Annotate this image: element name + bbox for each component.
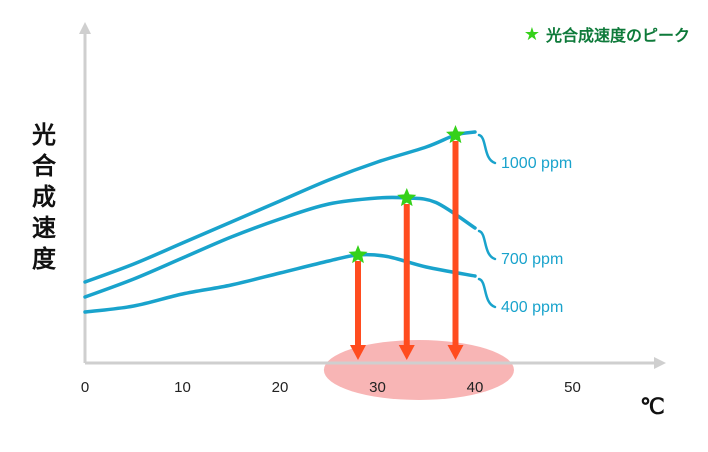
series-line-1 (83, 130, 477, 284)
series-callout-3 (477, 277, 497, 309)
legend-label: 光合成速度のピーク (545, 26, 690, 45)
peak-arrow-head-icon (398, 345, 415, 360)
series-label-1: 1000 ppm (501, 155, 572, 172)
y-axis-label-char-1: 光 (32, 121, 56, 149)
legend: ★ 光合成速度のピーク (524, 22, 690, 46)
series-callout-2 (477, 229, 497, 261)
series-callout-1 (477, 133, 497, 165)
peak-arrow-head-icon (350, 345, 366, 360)
x-tick-label: 10 (174, 379, 191, 396)
y-axis-label-char-2: 合 (32, 152, 56, 180)
y-axis-label-char-5: 度 (32, 245, 56, 273)
peak-star-icon (446, 125, 465, 144)
peak-star-icon (348, 245, 368, 264)
x-tick-label: 0 (81, 379, 89, 396)
star-icon: ★ (523, 24, 540, 44)
y-axis-label-char-4: 速 (32, 214, 56, 242)
series-line-3 (83, 252, 477, 314)
optimal-range-highlight (323, 340, 514, 400)
peak-arrow-head-icon (447, 345, 464, 360)
x-axis-unit-label: ℃ (640, 394, 665, 419)
y-axis-arrow-icon (79, 22, 91, 34)
series-line-2 (83, 195, 477, 299)
x-tick-label: 40 (467, 379, 484, 396)
x-tick-label: 50 (564, 379, 581, 396)
peak-star-icon (397, 188, 417, 207)
y-axis-label: 光 合 成 速 度 (28, 120, 60, 275)
y-axis-label-char-3: 成 (32, 183, 56, 211)
series-label-2: 700 ppm (501, 251, 563, 268)
series-label-3: 400 ppm (501, 299, 563, 316)
x-tick-label: 20 (272, 379, 289, 396)
x-axis-arrow-icon (654, 357, 666, 369)
x-tick-label: 30 (369, 379, 386, 396)
